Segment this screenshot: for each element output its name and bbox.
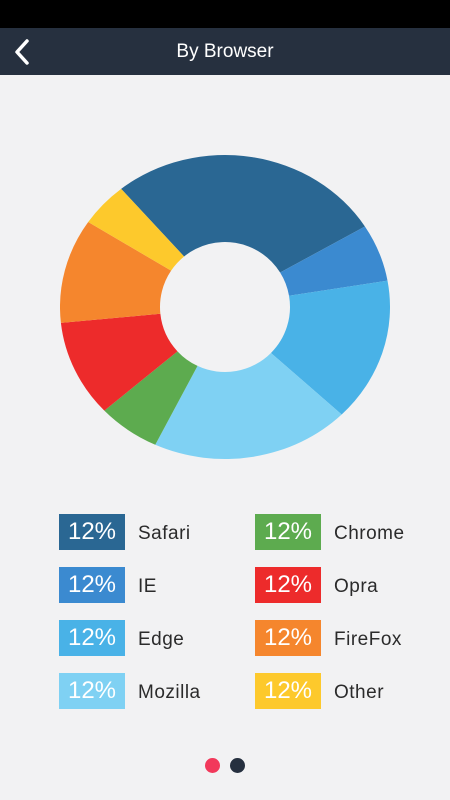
legend-item-chrome: 12% Chrome — [255, 514, 435, 550]
legend-swatch: 12% — [255, 514, 321, 550]
legend-label: IE — [138, 567, 157, 603]
page-indicator — [205, 758, 245, 774]
page-dot-1[interactable] — [205, 758, 220, 773]
legend-swatch: 12% — [255, 673, 321, 709]
back-button[interactable] — [6, 34, 42, 70]
page-title: By Browser — [0, 28, 450, 75]
legend-item-edge: 12% Edge — [59, 620, 239, 656]
legend-item-firefox: 12% FireFox — [255, 620, 435, 656]
legend-item-mozilla: 12% Mozilla — [59, 673, 239, 709]
legend-item-opra: 12% Opra — [255, 567, 435, 603]
legend-label: Chrome — [334, 514, 405, 550]
legend-swatch: 12% — [59, 567, 125, 603]
legend-label: FireFox — [334, 620, 402, 656]
legend-item-other: 12% Other — [255, 673, 435, 709]
legend-swatch: 12% — [255, 620, 321, 656]
legend-label: Other — [334, 673, 384, 709]
legend-label: Safari — [138, 514, 191, 550]
legend-label: Mozilla — [138, 673, 201, 709]
legend-swatch: 12% — [59, 514, 125, 550]
legend-label: Edge — [138, 620, 184, 656]
legend-item-safari: 12% Safari — [59, 514, 239, 550]
legend-item-ie: 12% IE — [59, 567, 239, 603]
legend-swatch: 12% — [59, 673, 125, 709]
legend-swatch: 12% — [59, 620, 125, 656]
legend-label: Opra — [334, 567, 378, 603]
nav-bar: By Browser — [0, 28, 450, 75]
donut-chart — [60, 155, 390, 460]
legend-swatch: 12% — [255, 567, 321, 603]
chevron-left-icon — [6, 34, 42, 70]
page-dot-2[interactable] — [230, 758, 245, 773]
status-bar — [0, 0, 450, 28]
donut-chart-svg — [60, 155, 390, 460]
